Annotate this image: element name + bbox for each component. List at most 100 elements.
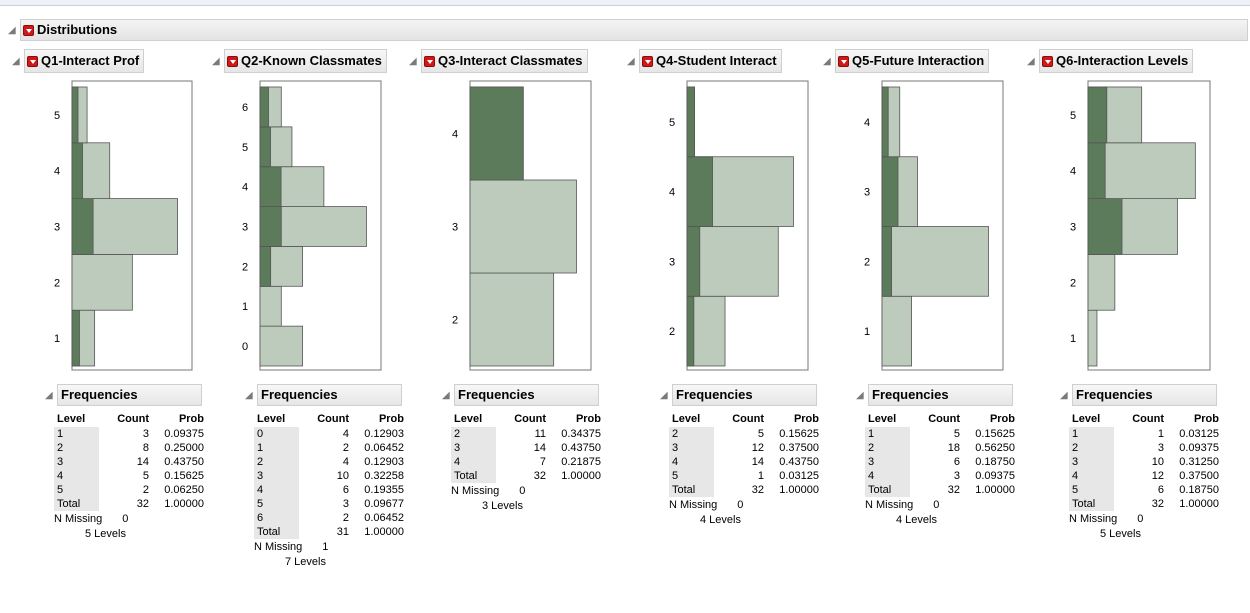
table-row: 1 1 0.03125	[1069, 427, 1219, 441]
frequencies-title: Frequencies	[672, 384, 817, 406]
histogram-bar-selected	[1087, 142, 1106, 200]
total-count: 32	[751, 484, 764, 496]
total-prob: 1.00000	[779, 484, 819, 496]
count-cell: 14	[136, 456, 149, 468]
col-count: Count	[514, 413, 546, 425]
table-header-row: Level Count Prob	[1069, 412, 1219, 427]
table-row: 2 5 0.15625	[669, 427, 819, 441]
n-missing-label: N Missing	[254, 541, 303, 553]
n-missing: N Missing 1	[254, 541, 328, 553]
collapse-triangle-icon[interactable]: ◢	[823, 55, 831, 67]
prob-cell: 0.15625	[779, 428, 819, 440]
col-count: Count	[1132, 413, 1164, 425]
total-label: Total	[669, 483, 714, 497]
table-row: 5 6 0.18750	[1069, 483, 1219, 497]
n-missing-value: 0	[737, 499, 744, 511]
collapse-triangle-icon[interactable]: ◢	[12, 55, 20, 67]
histogram-bar-selected	[71, 142, 83, 200]
collapse-triangle-icon[interactable]: ◢	[1060, 389, 1068, 401]
count-cell: 1	[1157, 428, 1164, 440]
panel-title: Q2-Known Classmates	[241, 53, 382, 68]
prob-cell: 0.18750	[1179, 484, 1219, 496]
collapse-triangle-icon[interactable]: ◢	[856, 389, 864, 401]
n-missing: N Missing 0	[1069, 513, 1143, 525]
red-triangle-menu-icon[interactable]	[424, 55, 435, 67]
level-cell: 5	[1069, 483, 1114, 497]
total-prob: 1.00000	[164, 498, 204, 510]
red-triangle-menu-icon[interactable]	[27, 55, 38, 67]
histogram-bar-selected	[881, 156, 899, 227]
frequencies-title: Frequencies	[57, 384, 202, 406]
collapse-triangle-icon[interactable]: ◢	[245, 389, 253, 401]
frequencies-table: Level Count Prob 2 5 0.15625 3 12 0.37500 4 14 0.43…	[669, 412, 819, 497]
n-missing: N Missing 0	[669, 499, 743, 511]
panel-title: Q1-Interact Prof	[41, 53, 140, 68]
frequencies-header: ◢ Frequencies	[45, 384, 202, 406]
count-cell: 14	[533, 442, 546, 454]
tick-label: 5	[242, 142, 248, 154]
red-triangle-menu-icon[interactable]	[838, 55, 849, 67]
prob-cell: 0.06452	[364, 442, 404, 454]
collapse-triangle-icon[interactable]: ◢	[8, 24, 16, 36]
table-row: 3 14 0.43750	[54, 455, 204, 469]
collapse-triangle-icon[interactable]: ◢	[442, 389, 450, 401]
level-cell: 3	[1069, 455, 1114, 469]
total-label: Total	[1069, 497, 1114, 511]
panel-title: Q3-Interact Classmates	[438, 53, 583, 68]
count-cell: 5	[953, 428, 960, 440]
collapse-triangle-icon[interactable]: ◢	[627, 55, 635, 67]
collapse-triangle-icon[interactable]: ◢	[212, 55, 220, 67]
panel-title-box: Q3-Interact Classmates	[421, 49, 588, 73]
collapse-triangle-icon[interactable]: ◢	[660, 389, 668, 401]
level-cell: 5	[669, 469, 714, 483]
frequencies-header: ◢ Frequencies	[856, 384, 1013, 406]
table-row: 5 2 0.06250	[54, 483, 204, 497]
red-triangle-menu-icon[interactable]	[1042, 55, 1053, 67]
plot-frame	[686, 80, 809, 371]
table-row: 6 2 0.06452	[254, 511, 404, 525]
level-cell: 1	[865, 427, 910, 441]
prob-cell: 0.37500	[1179, 470, 1219, 482]
red-triangle-menu-icon[interactable]	[23, 24, 34, 36]
panel-header: ◢ Q3-Interact Classmates	[409, 49, 588, 73]
table-header-row: Level Count Prob	[865, 412, 1015, 427]
histogram-bar	[71, 86, 88, 144]
n-missing-value: 0	[933, 499, 940, 511]
total-count: 32	[947, 484, 960, 496]
tick-label: 2	[864, 256, 870, 268]
table-row: 2 11 0.34375	[451, 427, 601, 441]
frequencies-title: Frequencies	[257, 384, 402, 406]
histogram-bar	[259, 246, 303, 287]
count-cell: 5	[757, 428, 764, 440]
tick-label: 2	[1070, 277, 1076, 289]
count-cell: 3	[342, 498, 349, 510]
count-cell: 1	[757, 470, 764, 482]
red-triangle-menu-icon[interactable]	[642, 55, 653, 67]
level-cell: 5	[254, 497, 299, 511]
collapse-triangle-icon[interactable]: ◢	[45, 389, 53, 401]
frequencies-title: Frequencies	[1072, 384, 1217, 406]
tick-label: 2	[452, 315, 458, 327]
histogram-bar-selected	[259, 166, 282, 207]
total-label: Total	[865, 483, 910, 497]
count-cell: 10	[1151, 456, 1164, 468]
tick-label: 3	[1070, 222, 1076, 234]
red-triangle-menu-icon[interactable]	[227, 55, 238, 67]
table-header-row: Level Count Prob	[254, 412, 404, 427]
count-cell: 2	[342, 512, 349, 524]
histogram-bar	[1087, 309, 1098, 367]
frequencies-header: ◢ Frequencies	[660, 384, 817, 406]
prob-cell: 0.09375	[975, 470, 1015, 482]
count-cell: 18	[947, 442, 960, 454]
histogram-bar-selected	[1087, 86, 1108, 144]
table-row: 0 4 0.12903	[254, 427, 404, 441]
collapse-triangle-icon[interactable]: ◢	[1027, 55, 1035, 67]
col-count: Count	[928, 413, 960, 425]
tick-label: 2	[242, 261, 248, 273]
collapse-triangle-icon[interactable]: ◢	[409, 55, 417, 67]
prob-cell: 0.56250	[975, 442, 1015, 454]
n-missing-value: 1	[322, 541, 329, 553]
histogram-bar-selected	[686, 86, 696, 158]
